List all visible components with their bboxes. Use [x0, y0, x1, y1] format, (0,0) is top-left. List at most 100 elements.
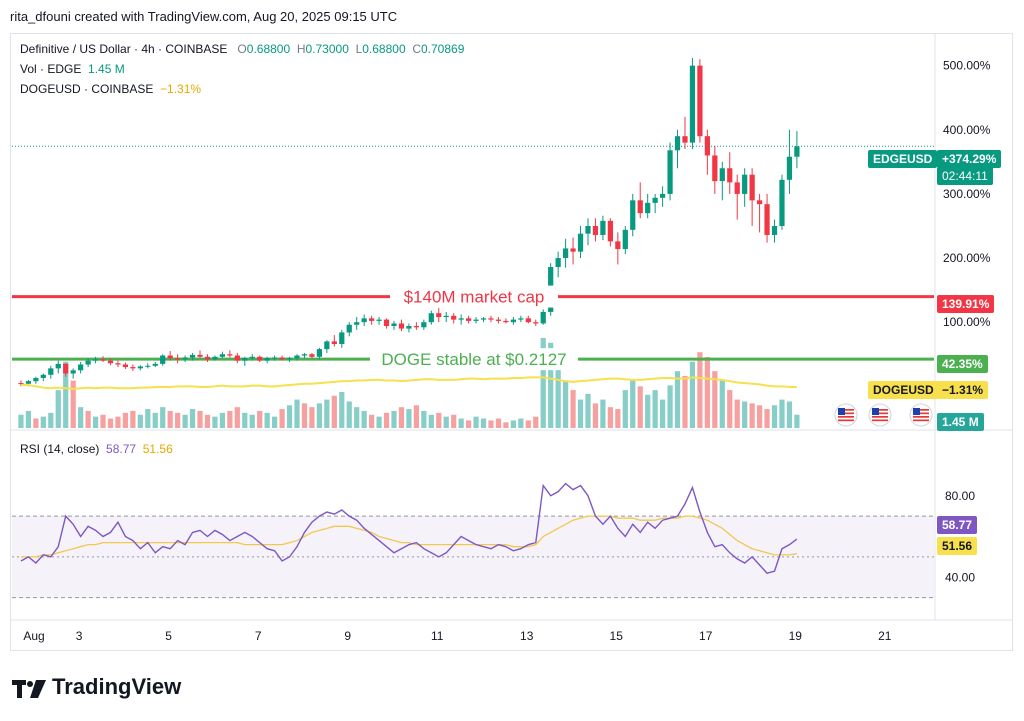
candle-body	[189, 354, 196, 358]
candle-body	[286, 358, 293, 360]
volume-legend[interactable]: Vol · EDGE 1.45 M	[20, 62, 125, 76]
time-tick-8: 17	[699, 629, 713, 643]
volume-bar	[197, 410, 203, 428]
volume-bar	[257, 410, 263, 428]
candle-body	[682, 136, 688, 143]
close-value: 0.70869	[420, 42, 465, 56]
edge-percent-tag: +374.29%	[937, 150, 1002, 168]
volume-bar	[272, 416, 278, 428]
volume-bar	[458, 418, 464, 428]
price-tick-4: 500.00%	[943, 59, 991, 73]
time-tick-10: 21	[878, 629, 892, 643]
candle-body	[719, 168, 725, 182]
volume-bar	[383, 412, 390, 428]
candle-body	[346, 324, 352, 333]
volume-bar	[764, 409, 770, 428]
time-tick-3: 7	[255, 629, 262, 643]
volume-bar	[137, 414, 143, 428]
candle-body	[175, 358, 181, 360]
candle-body	[354, 322, 360, 325]
volume-bar	[331, 395, 337, 428]
volume-bar	[548, 342, 554, 428]
volume-bar	[719, 380, 725, 428]
candle-body	[630, 200, 636, 230]
us-flag-icon[interactable]	[868, 403, 892, 427]
volume-bar	[697, 352, 703, 428]
candle-body	[78, 364, 84, 371]
volume-bar	[443, 416, 449, 428]
candle-body	[70, 370, 76, 374]
volume-bar	[227, 410, 233, 428]
candle-body	[577, 233, 584, 252]
volume-bars	[18, 338, 800, 428]
volume-bar	[756, 405, 763, 428]
volume-bar	[525, 420, 531, 428]
candle-countdown-tag: 02:44:11	[937, 167, 993, 185]
candle-body	[391, 323, 397, 327]
us-flag-icon[interactable]	[909, 403, 933, 427]
candle-body	[458, 318, 464, 320]
candle-body	[130, 367, 136, 369]
volume-bar	[48, 412, 54, 428]
volume-bar	[145, 409, 151, 428]
volume-bar	[779, 399, 785, 428]
candle-body	[428, 313, 434, 323]
volume-bar	[391, 410, 397, 428]
us-flag-icon[interactable]	[834, 403, 858, 427]
candle-body	[473, 319, 479, 321]
volume-bar	[652, 390, 658, 428]
candle-body	[324, 341, 330, 350]
volume-bar	[518, 418, 524, 428]
open-label: O	[237, 42, 247, 56]
time-tick-6: 13	[520, 629, 534, 643]
candle-body	[309, 354, 315, 357]
event-markers[interactable]	[834, 403, 933, 427]
candle-body	[219, 354, 226, 357]
candle-body	[301, 354, 308, 356]
volume-bar	[107, 418, 114, 428]
compare-legend[interactable]: DOGEUSD · COINBASE −1.31%	[20, 82, 201, 96]
price-tick-2: 300.00%	[943, 187, 991, 201]
candle-body	[152, 363, 158, 366]
volume-bar	[503, 422, 509, 428]
candle-body	[570, 248, 576, 252]
candle-body	[697, 65, 703, 137]
compare-label: DOGEUSD · COINBASE	[20, 82, 154, 96]
candle-body	[689, 65, 696, 143]
candle-body	[704, 136, 710, 156]
candle-body	[615, 241, 621, 250]
time-tick-0: Aug	[23, 629, 44, 643]
time-tick-7: 15	[610, 629, 624, 643]
volume-bar	[645, 394, 651, 428]
volume-bar	[361, 410, 367, 428]
time-tick-2: 5	[165, 629, 172, 643]
volume-bar	[637, 386, 643, 428]
tradingview-logo[interactable]: TradingView	[12, 674, 181, 700]
candle-body	[197, 354, 203, 357]
volume-bar	[279, 409, 285, 428]
volume-bar	[406, 409, 412, 428]
rsi-legend[interactable]: RSI (14, close) 58.77 51.56	[20, 442, 173, 456]
symbol-legend[interactable]: Definitive / US Dollar · 4h · COINBASE O…	[20, 42, 464, 56]
volume-bar	[674, 371, 681, 428]
candle-body	[421, 322, 427, 328]
volume-bar	[175, 412, 181, 428]
volume-bar	[577, 399, 584, 428]
candle-body	[40, 374, 46, 378]
volume-bar	[40, 416, 46, 428]
candle-body	[771, 225, 778, 235]
chart-frame	[10, 33, 1013, 651]
candle-body	[398, 323, 405, 329]
rsi-ma-tag: 51.56	[937, 537, 978, 555]
candle-body	[525, 318, 531, 323]
volume-bar	[712, 371, 718, 428]
candle-body	[607, 220, 613, 242]
time-tick-5: 11	[431, 629, 444, 643]
volume-bar	[219, 412, 226, 428]
volume-bar	[376, 416, 382, 428]
candle-body	[533, 322, 539, 324]
candle-body	[749, 174, 755, 201]
time-tick-4: 9	[344, 629, 351, 643]
volume-bar	[592, 403, 599, 428]
